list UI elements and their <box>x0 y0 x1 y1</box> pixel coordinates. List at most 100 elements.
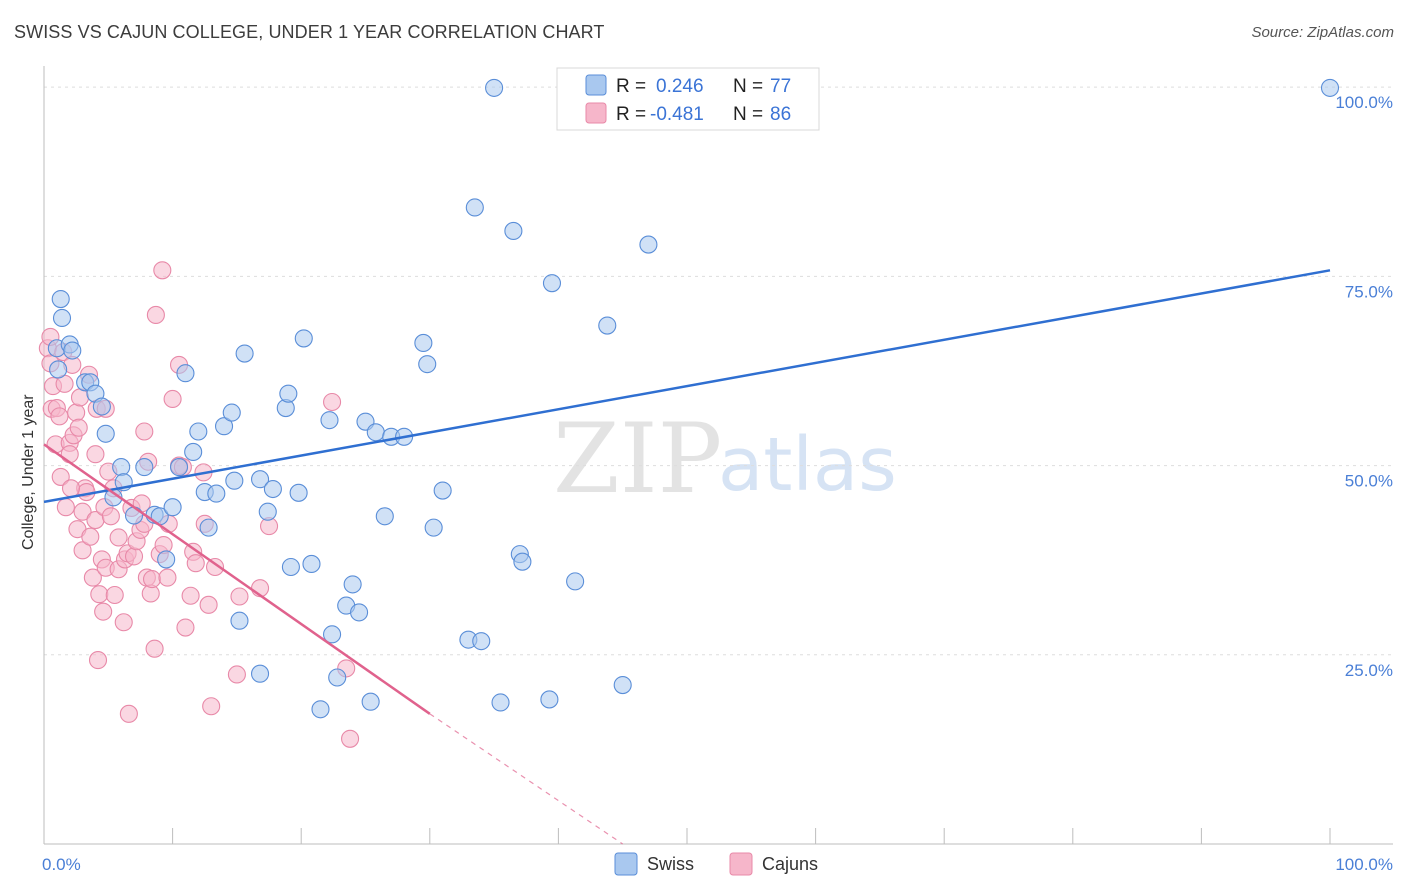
gridlines <box>44 86 1393 656</box>
swiss-point <box>199 518 218 537</box>
swiss-point <box>465 198 484 217</box>
cajuns-point <box>90 585 109 604</box>
swiss-point <box>49 360 68 379</box>
cajuns-point <box>73 502 92 521</box>
bottom-legend-swatch-cajuns <box>729 852 753 876</box>
legend-n-label-cajuns: N = <box>733 104 763 125</box>
bottom-legend: Swiss Cajuns <box>614 852 818 876</box>
axes <box>43 66 1393 845</box>
swiss-point <box>311 700 330 719</box>
swiss-point <box>289 483 308 502</box>
swiss-point <box>328 668 347 687</box>
swiss-point <box>320 411 339 430</box>
swiss-point <box>176 364 195 383</box>
swiss-point <box>598 316 617 335</box>
cajuns-point <box>135 422 154 441</box>
swiss-point <box>52 308 72 328</box>
cajuns-point <box>70 388 90 407</box>
swiss-point <box>375 507 394 526</box>
swiss-point <box>281 557 300 577</box>
swiss-point <box>566 572 585 591</box>
cajuns-point <box>145 639 164 658</box>
swiss-point <box>513 552 532 571</box>
bottom-legend-label-cajuns: Cajuns <box>762 854 818 874</box>
swiss-points <box>47 78 1340 719</box>
cajun-trend-extension <box>429 713 624 845</box>
cajuns-point <box>323 392 342 412</box>
swiss-point <box>294 329 313 348</box>
x-tick-label-min: 0.0% <box>42 855 81 874</box>
cajuns-point <box>181 586 200 605</box>
swiss-point <box>424 518 443 537</box>
cajuns-point <box>101 507 120 526</box>
swiss-point <box>124 506 144 525</box>
swiss-point <box>613 676 632 695</box>
cajuns-point <box>81 527 100 546</box>
swiss-point <box>184 442 203 461</box>
swiss-point <box>540 690 559 709</box>
cajuns-point <box>86 445 105 464</box>
swiss-point <box>222 403 241 422</box>
swiss-point <box>542 274 562 293</box>
swiss-point <box>350 603 369 622</box>
swiss-point <box>414 333 433 353</box>
legend-swatch-cajuns <box>585 102 607 124</box>
cajuns-point <box>56 498 75 517</box>
cajuns-point <box>50 407 69 426</box>
cajuns-point <box>142 570 162 589</box>
swiss-point <box>96 424 115 443</box>
y-tick-label: 25.0% <box>1345 661 1393 680</box>
trend-lines <box>43 269 1331 845</box>
cajuns-point <box>105 585 124 605</box>
swiss-point <box>279 384 298 403</box>
legend-r-value-cajuns: -0.481 <box>650 104 704 125</box>
cajuns-point <box>199 595 218 614</box>
swiss-point <box>235 344 254 363</box>
swiss-point <box>418 355 437 374</box>
legend-r-label-cajuns: R = <box>616 104 646 125</box>
cajuns-point <box>230 587 249 606</box>
chart-title: SWISS VS CAJUN COLLEGE, UNDER 1 YEAR COR… <box>14 22 605 42</box>
y-axis-label: College, Under 1 year <box>20 394 37 550</box>
cajuns-point <box>94 602 113 621</box>
swiss-point <box>135 458 154 477</box>
legend-n-value-swiss: 77 <box>770 76 791 97</box>
swiss-point <box>263 479 282 499</box>
swiss-point <box>230 611 249 630</box>
swiss-point <box>157 550 176 569</box>
cajuns-point <box>60 445 79 464</box>
cajuns-point <box>176 618 195 637</box>
cajuns-point <box>61 479 81 498</box>
swiss-point <box>92 397 111 416</box>
legend-r-value-swiss: 0.246 <box>656 76 704 97</box>
cajuns-point <box>153 261 172 280</box>
cajuns-point <box>202 697 221 716</box>
swiss-point <box>491 693 510 712</box>
bottom-legend-label-swiss: Swiss <box>647 854 694 874</box>
swiss-point <box>163 498 182 517</box>
cajuns-point <box>186 554 205 573</box>
cajuns-point <box>124 547 144 566</box>
legend-r-label-swiss: R = <box>616 76 646 97</box>
swiss-point <box>302 554 321 574</box>
swiss-point <box>1320 78 1340 97</box>
swiss-point <box>639 235 658 254</box>
swiss-point <box>112 458 131 477</box>
swiss-point <box>51 290 70 309</box>
swiss-point <box>343 575 362 594</box>
legend-n-value-cajuns: 86 <box>770 104 791 125</box>
cajuns-point <box>119 704 138 723</box>
cajuns-point <box>163 389 182 409</box>
cajuns-point <box>73 541 92 560</box>
cajuns-point <box>51 467 70 486</box>
legend-n-label-swiss: N = <box>733 76 763 97</box>
cajuns-point <box>67 403 86 422</box>
cajuns-point <box>341 729 360 748</box>
cajuns-point <box>158 568 177 587</box>
swiss-point <box>207 484 226 503</box>
bottom-legend-swatch-swiss <box>614 852 638 876</box>
swiss-point <box>433 481 452 500</box>
swiss-point <box>63 341 82 360</box>
watermark-zip: ZIP <box>553 403 722 515</box>
